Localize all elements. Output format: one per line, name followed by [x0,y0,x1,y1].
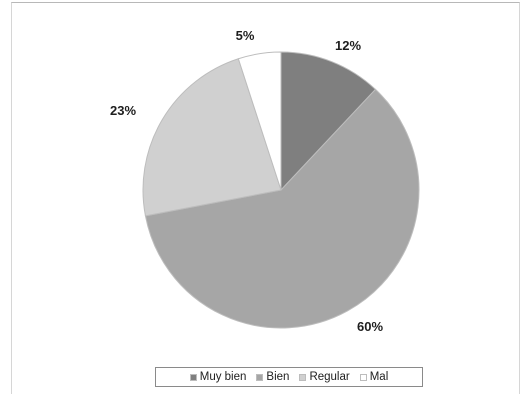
data-label-mal: 5% [236,28,255,43]
data-label-regular: 23% [110,103,136,118]
pie-slice-muy-bien [280,51,377,192]
legend-label: Bien [266,371,290,383]
chart-legend: Muy bien Bien Regular Mal [155,367,423,387]
pie-slice-regular [142,58,282,217]
pie-slice-bien [144,88,420,329]
pie-labels: 12% 60% 23% 5% [110,28,383,334]
data-label-muy-bien: 12% [335,38,361,53]
legend-swatch [299,373,307,381]
pie-slices [142,51,420,329]
legend-label: Regular [309,371,350,383]
legend-label: Muy bien [199,371,247,383]
legend-label: Mal [369,371,389,383]
legend-item-bien: Bien [256,371,289,383]
legend-swatch [189,373,197,381]
legend-item-muy-bien: Muy bien [189,371,247,383]
legend-item-mal: Mal [359,371,389,383]
data-label-bien: 60% [357,319,383,334]
legend-swatch [256,373,264,381]
legend-item-regular: Regular [299,371,350,383]
legend-swatch [359,373,367,381]
pie-slice-mal [237,51,282,191]
